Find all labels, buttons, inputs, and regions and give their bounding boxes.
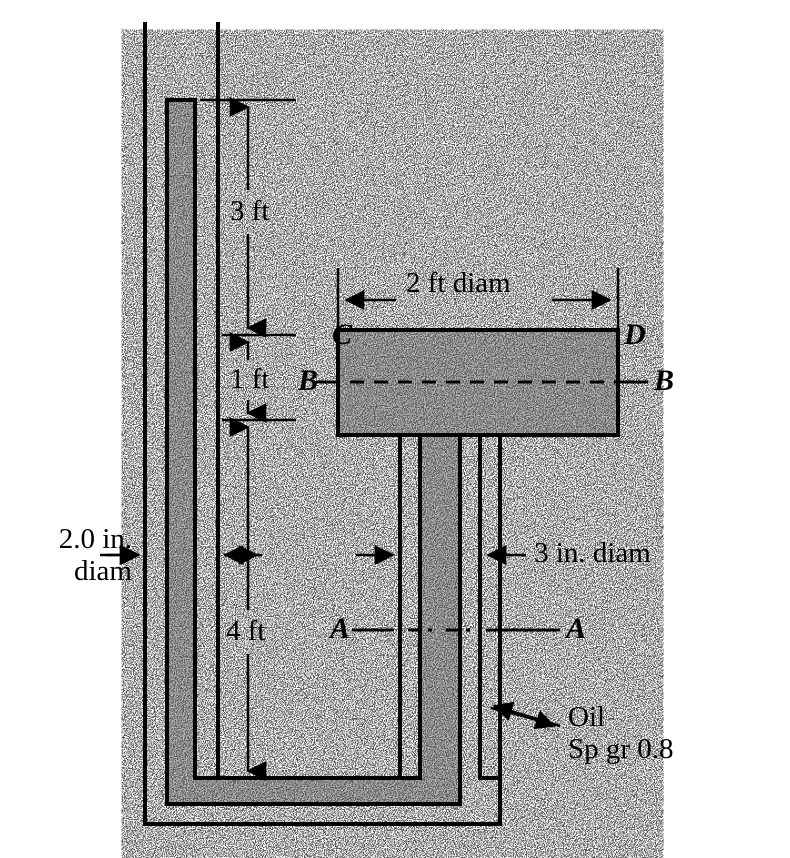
label-1ft: 1 ft: [230, 364, 269, 396]
label-B-left: B: [298, 364, 318, 397]
label-left-diam-1: 2.0 in.diam: [12, 524, 132, 588]
label-oil-2: Sp gr 0.8: [568, 734, 674, 766]
label-3ft: 3 ft: [230, 196, 269, 228]
label-A-right: A: [566, 612, 586, 645]
hydraulic-diagram: [0, 0, 790, 858]
label-4ft: 4 ft: [226, 616, 265, 648]
oil-leader-line: [494, 706, 560, 726]
label-right-stem-diam: 3 in. diam: [534, 538, 651, 570]
label-piston-diam: 2 ft diam: [406, 268, 511, 300]
label-oil-1: Oil: [568, 702, 605, 734]
label-A-left: A: [330, 612, 350, 645]
label-C: C: [332, 318, 352, 351]
label-B-right: B: [654, 364, 674, 397]
label-D: D: [624, 318, 646, 351]
